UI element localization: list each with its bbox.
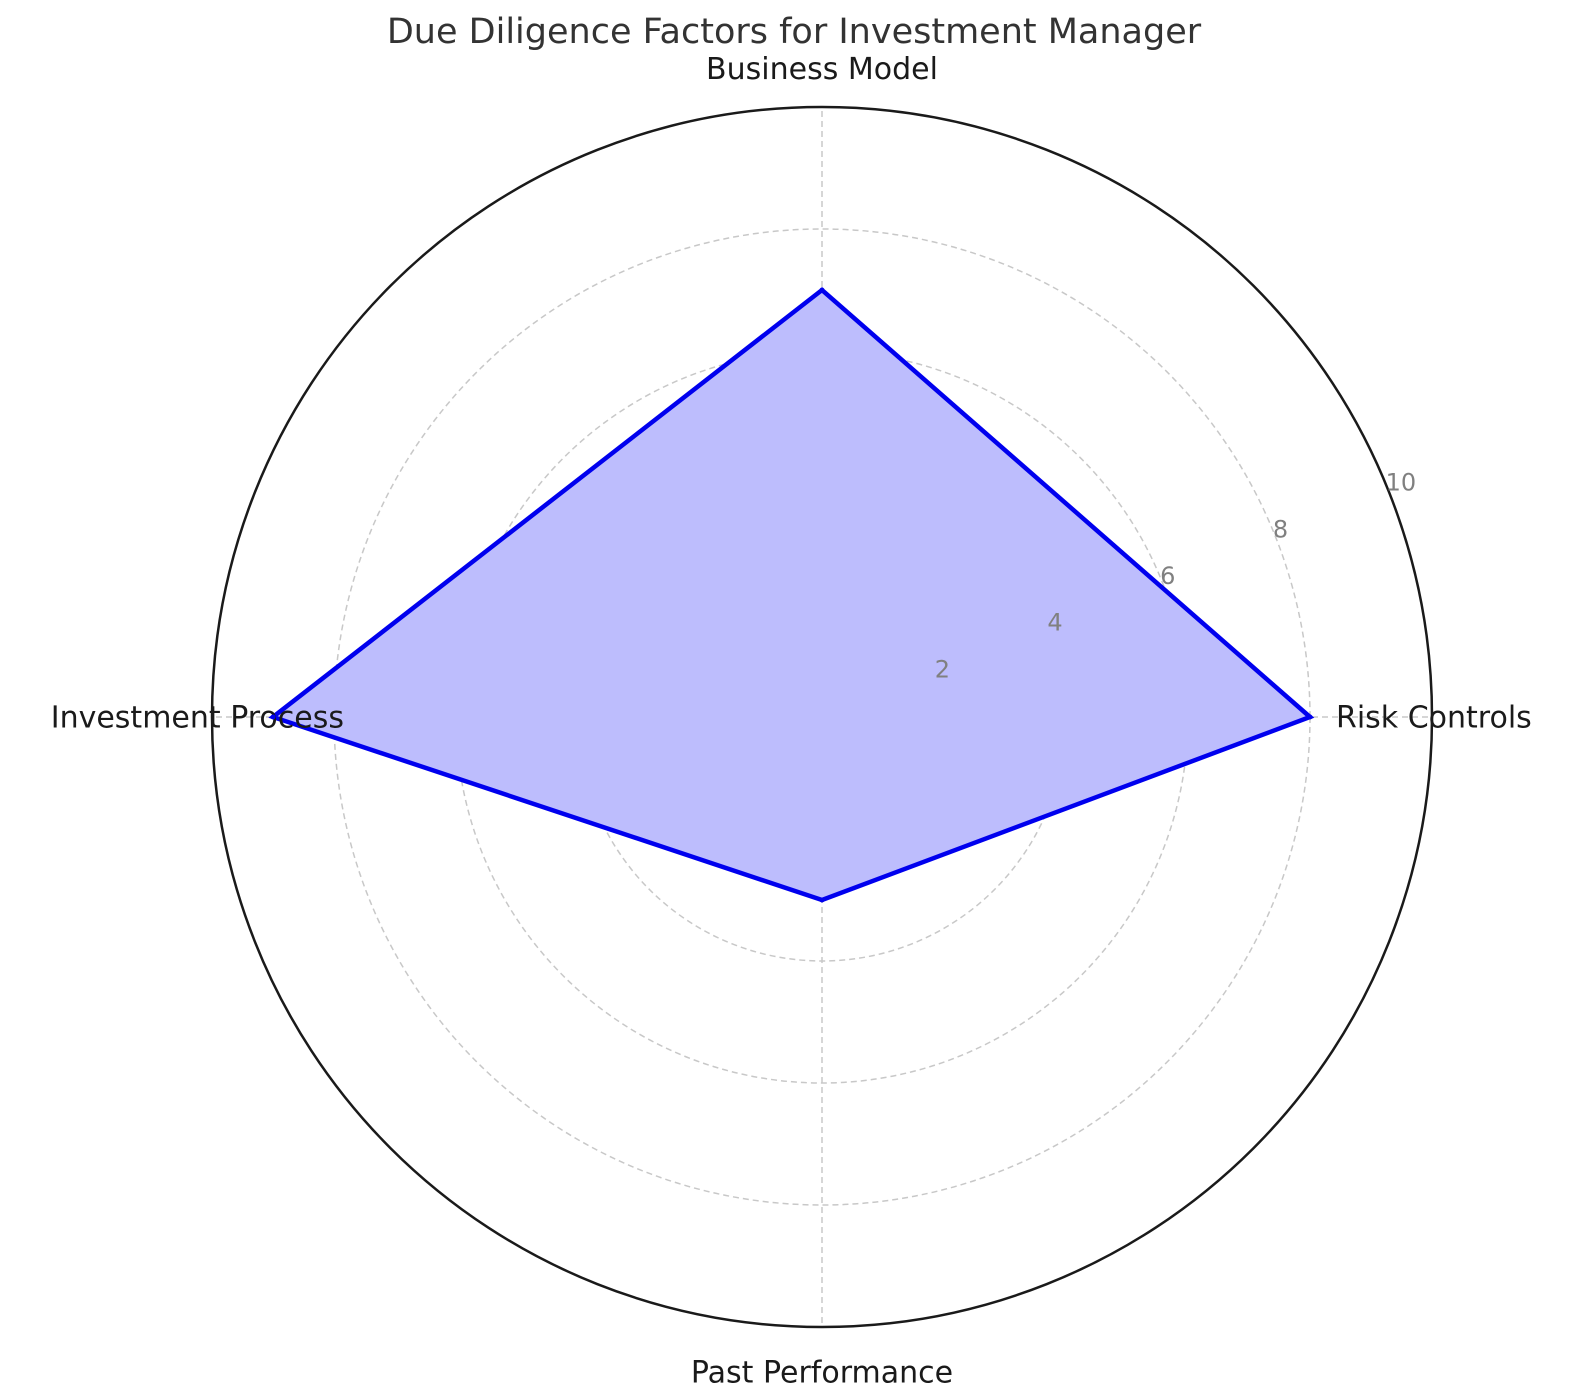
category-label: Past Performance: [691, 1356, 953, 1389]
series-point: [819, 287, 825, 293]
series-point: [819, 897, 825, 903]
chart-title: Due Diligence Factors for Investment Man…: [386, 12, 1202, 52]
series-point: [1307, 714, 1313, 720]
radial-tick-label: 4: [1047, 609, 1062, 637]
radial-tick-label: 10: [1386, 469, 1417, 497]
series-point: [270, 714, 276, 720]
radial-tick-label: 6: [1160, 562, 1175, 590]
category-label: Risk Controls: [1336, 701, 1532, 736]
radial-tick-label: 2: [935, 655, 950, 683]
series-area: [273, 290, 1310, 900]
outer-ring: [210, 105, 1434, 1329]
category-label: Business Model: [706, 52, 938, 87]
category-label: Investment Process: [51, 701, 344, 736]
radial-tick-label: 8: [1273, 515, 1288, 543]
